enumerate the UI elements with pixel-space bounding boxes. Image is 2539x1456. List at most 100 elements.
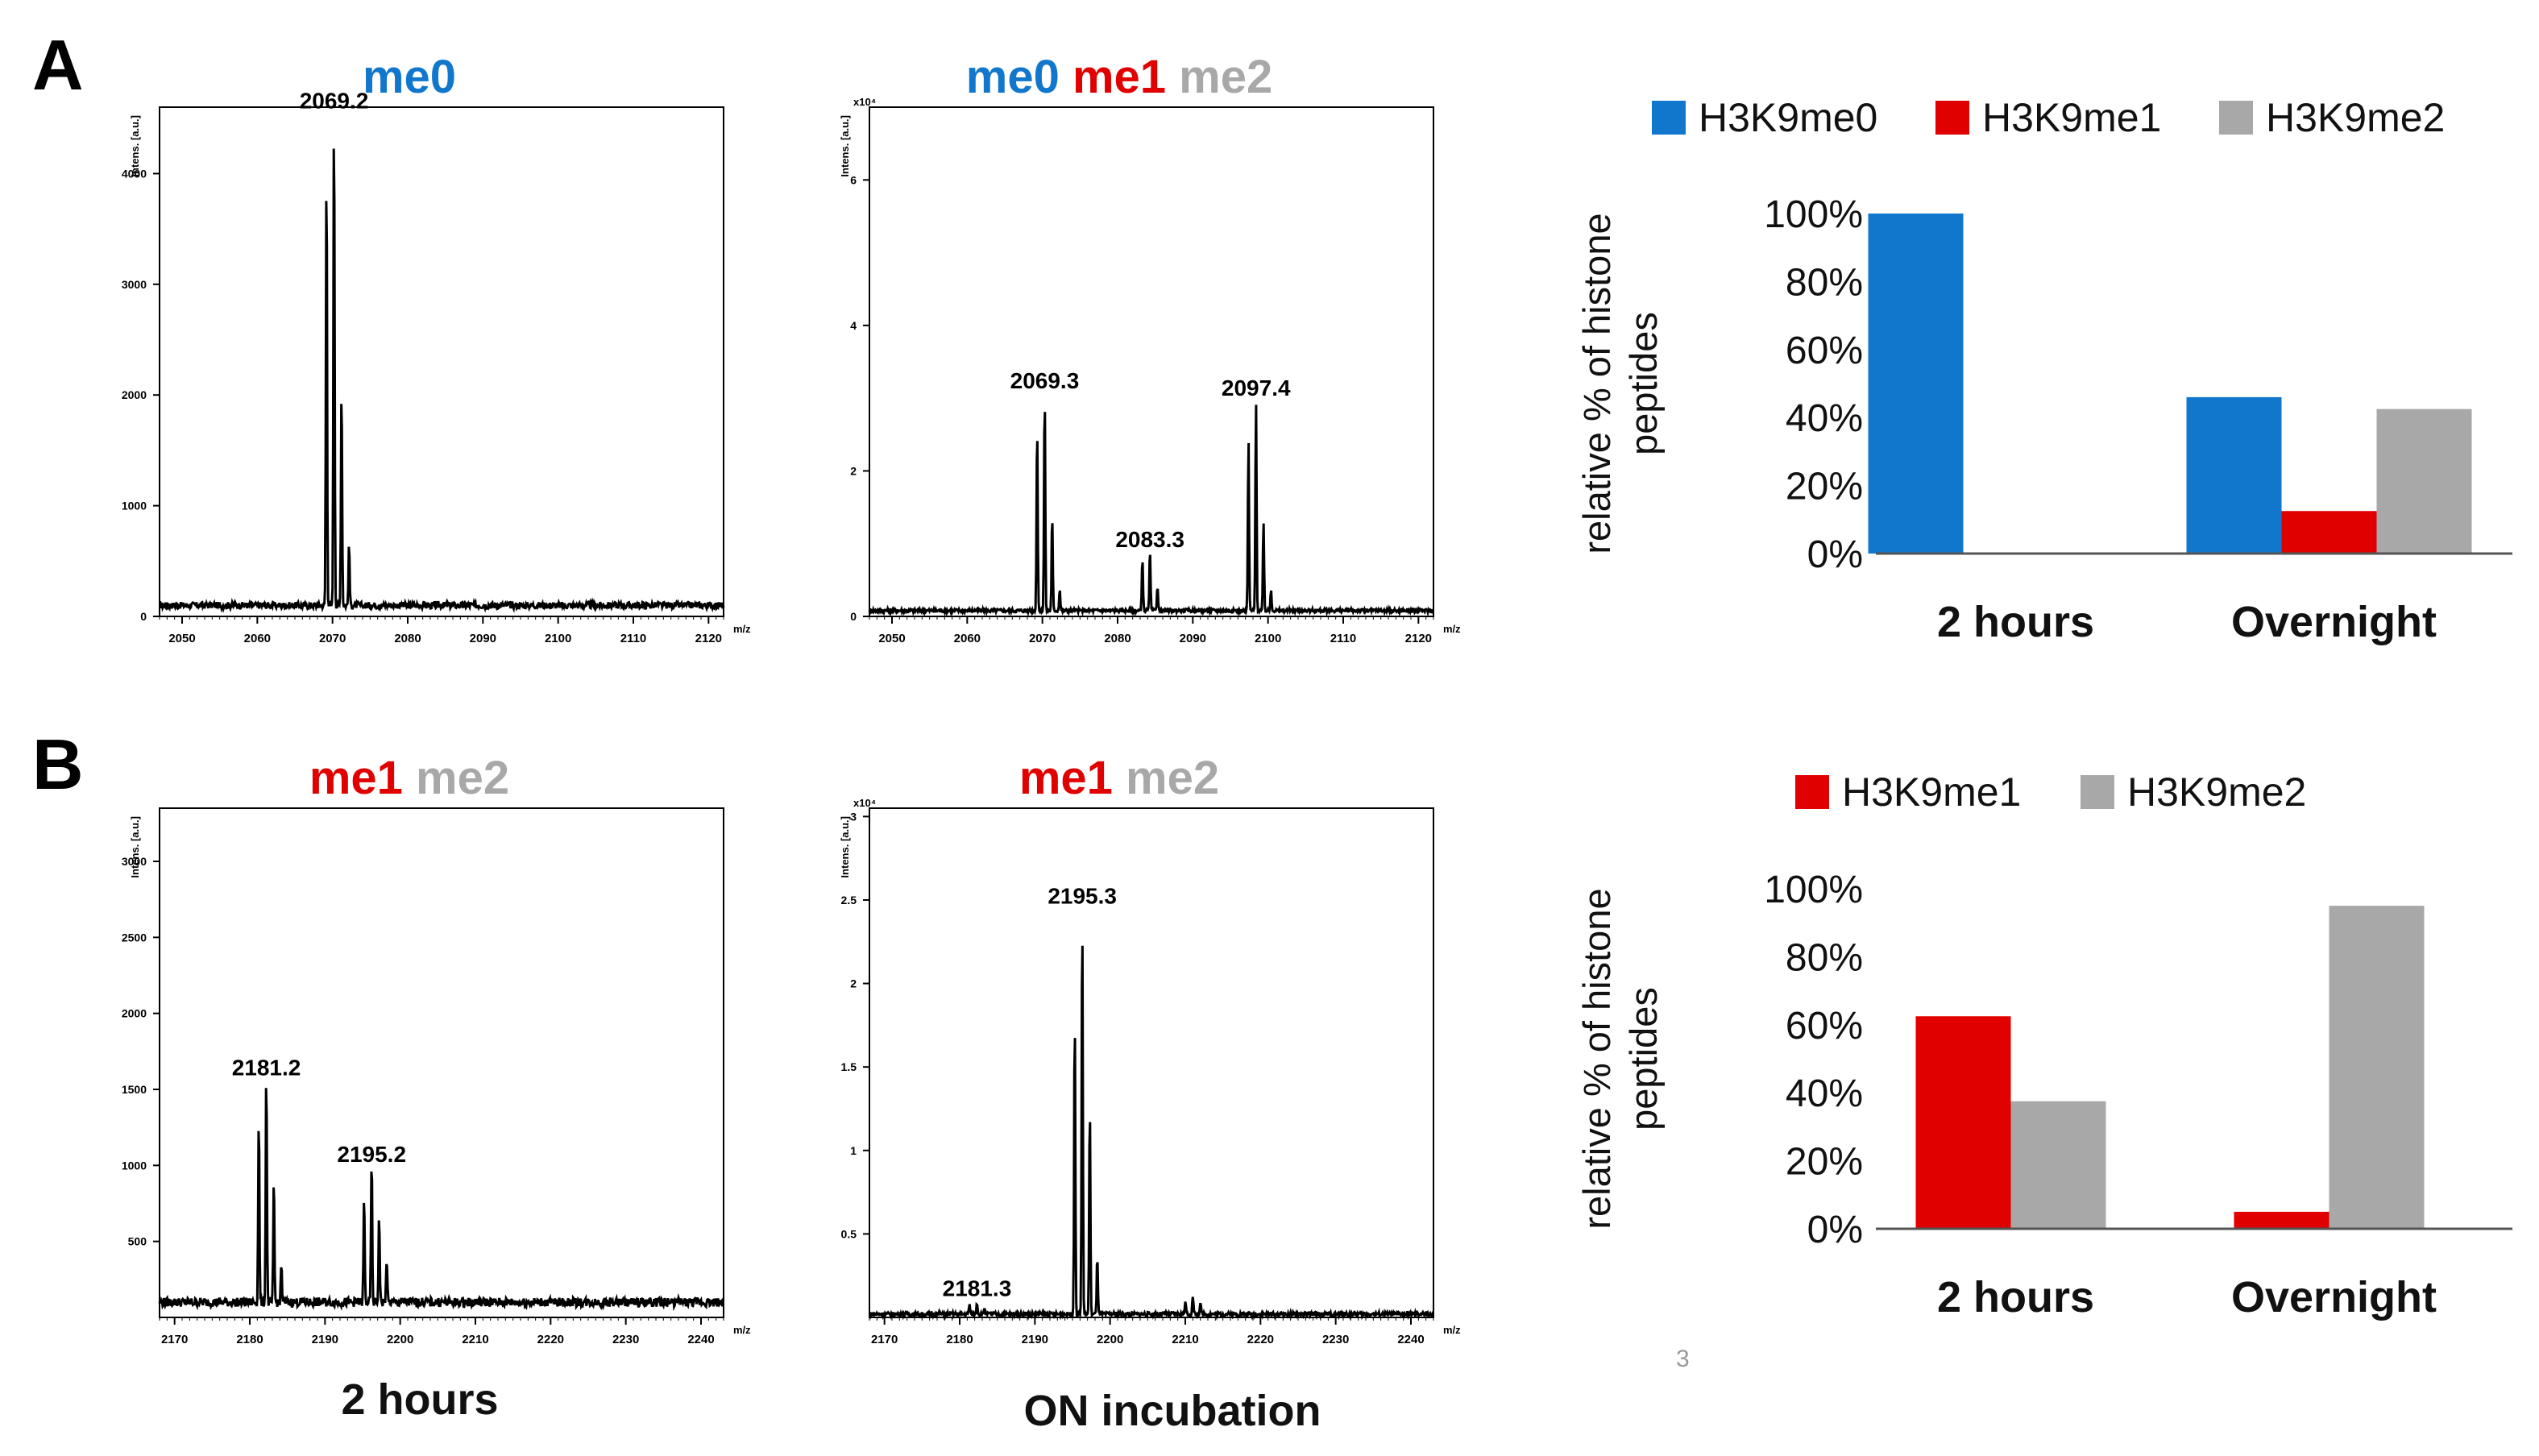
x-tick-label: 2210 [462, 1333, 488, 1346]
legend-swatch-H3K9me2 [2219, 101, 2253, 135]
plot-frame [869, 807, 1434, 1318]
y-axis-label: Intens. [a.u.] [839, 816, 851, 878]
spectrum-trace [158, 1088, 724, 1312]
category-label: Overnight [2231, 1273, 2437, 1321]
spectrum-title: me0 [363, 51, 456, 103]
x-tick-label: 2110 [620, 632, 647, 645]
x-tick-label: 2110 [1330, 632, 1357, 645]
y-tick-label: 2500 [122, 931, 147, 944]
spectrum-trace [159, 148, 725, 614]
y-tick-label: 100% [1764, 869, 1863, 911]
bar-H3K9me2-overnight [2376, 409, 2472, 554]
spectrum-title: me1 me2 [1019, 752, 1219, 804]
category-label: 2 hours [1937, 1273, 2094, 1321]
x-tick-label: 2070 [1029, 632, 1056, 645]
y-axis-label: Intens. [a.u.] [129, 115, 141, 177]
caption-on-incubation: ON incubation [1023, 1387, 1321, 1435]
plot-frame [159, 807, 724, 1318]
y-tick-label: 3000 [122, 855, 147, 868]
x-tick-label: 2050 [168, 632, 195, 645]
y-tick-label: 80% [1786, 936, 1863, 979]
B-bar: 0% 20% 40% 60% 80% 100% relative % of histone p… [1575, 769, 2512, 1321]
A-bar: 0% 20% 40% 60% 80% 100% relative % of histone p… [1575, 95, 2512, 646]
spectrum-trace [868, 404, 1435, 617]
legend-swatch-H3K9me0 [1652, 101, 1686, 135]
title-part-me1: me1 [1060, 51, 1166, 103]
y-tick-label: 40% [1786, 397, 1863, 440]
y-tick-label: 40% [1786, 1072, 1863, 1115]
x-tick-label: 2060 [954, 632, 981, 645]
y-tick-label: 6 [850, 173, 857, 186]
x-tick-label: 2190 [1022, 1333, 1048, 1346]
y-tick-label: 3 [850, 810, 857, 823]
x-tick-label: 2180 [946, 1333, 973, 1346]
peak-label: 2195.2 [337, 1142, 406, 1167]
x-axis-label: m/z [1443, 623, 1461, 635]
y-tick-label: 100% [1764, 193, 1863, 236]
panel-label-b: B [32, 724, 84, 804]
y-tick-label: 3000 [122, 278, 147, 291]
x-tick-label: 2200 [387, 1333, 413, 1346]
y-tick-label: 20% [1786, 466, 1863, 508]
x-tick-label: 2180 [236, 1333, 263, 1346]
x-tick-label: 2230 [612, 1333, 639, 1346]
legend-swatch-H3K9me1 [1935, 101, 1969, 135]
legend-label-H3K9me1: H3K9me1 [1982, 95, 2161, 140]
x-tick-label: 2080 [394, 632, 421, 645]
A-spectrum-right: me0 me1 me2 Intens. [a.u.]x10⁴ 0 2 4 6 2050 206… [839, 51, 1461, 645]
bar-H3K9me1-2-hours [1915, 1016, 2011, 1229]
title-part-me2: me2 [1113, 752, 1219, 804]
peak-label: 2069.2 [300, 89, 369, 114]
legend-label-H3K9me0: H3K9me0 [1699, 95, 1877, 140]
bar-H3K9me2-2-hours [2010, 1101, 2106, 1229]
y-tick-label: 0.5 [841, 1227, 857, 1240]
legend-label-H3K9me2: H3K9me2 [2266, 95, 2445, 140]
page-number: 3 [1676, 1346, 1690, 1372]
bar-H3K9me0-2-hours [1868, 214, 1964, 554]
x-tick-label: 2100 [1255, 632, 1281, 645]
spectrum-trace [869, 945, 1435, 1321]
bar-H3K9me0-overnight [2186, 396, 2282, 554]
y-tick-label: 0% [1807, 533, 1863, 576]
bar-H3K9me1-overnight [2234, 1211, 2329, 1229]
y-tick-label: 20% [1786, 1141, 1863, 1184]
peak-label: 2083.3 [1115, 527, 1184, 552]
legend-swatch-H3K9me1 [1795, 775, 1829, 809]
y-tick-label: 0 [850, 610, 857, 623]
y-axis-label: Intens. [a.u.] [129, 816, 141, 878]
caption-2-hours: 2 hours [341, 1375, 499, 1424]
peak-label: 2097.4 [1222, 375, 1291, 400]
x-tick-label: 2080 [1104, 632, 1131, 645]
B-spectrum-left: me1 me2 Intens. [a.u.] 500 1000 1500 2000 2500… [122, 752, 751, 1346]
x-tick-label: 2170 [871, 1333, 898, 1346]
A-spectrum-left: me0 Intens. [a.u.] 0 1000 2000 3000 4000 2050 20… [122, 51, 751, 645]
plot-frame [159, 106, 724, 617]
panel-label-a: A [32, 25, 84, 105]
peak-label: 2181.2 [232, 1055, 301, 1080]
x-tick-label: 2170 [161, 1333, 188, 1346]
y-tick-label: 4 [850, 319, 857, 332]
x-tick-label: 2200 [1097, 1333, 1123, 1346]
x-axis-label: m/z [733, 623, 751, 635]
y-tick-label: 2.5 [841, 894, 857, 906]
y-tick-label: 2000 [122, 1007, 147, 1020]
y-tick-label: 1000 [122, 500, 147, 512]
x-tick-label: 2120 [1405, 632, 1432, 645]
x-axis-label: m/z [733, 1324, 751, 1336]
x-tick-label: 2240 [1397, 1333, 1424, 1346]
x-tick-label: 2050 [878, 632, 905, 645]
spectrum-title: me1 me2 [309, 752, 509, 804]
x-tick-label: 2210 [1172, 1333, 1198, 1346]
y-tick-label: 1.5 [841, 1060, 857, 1073]
peak-label: 2181.3 [943, 1276, 1012, 1300]
y-tick-label: 80% [1786, 261, 1863, 304]
y-tick-label: 0% [1807, 1209, 1863, 1251]
y-axis-label: relative % of histone peptides [1575, 213, 1665, 554]
x-tick-label: 2060 [244, 632, 271, 645]
x-tick-label: 2070 [319, 632, 346, 645]
y-tick-label: 2 [850, 464, 857, 477]
y-tick-label: 60% [1786, 330, 1863, 372]
x-tick-label: 2090 [1180, 632, 1206, 645]
category-label: 2 hours [1937, 598, 2094, 646]
